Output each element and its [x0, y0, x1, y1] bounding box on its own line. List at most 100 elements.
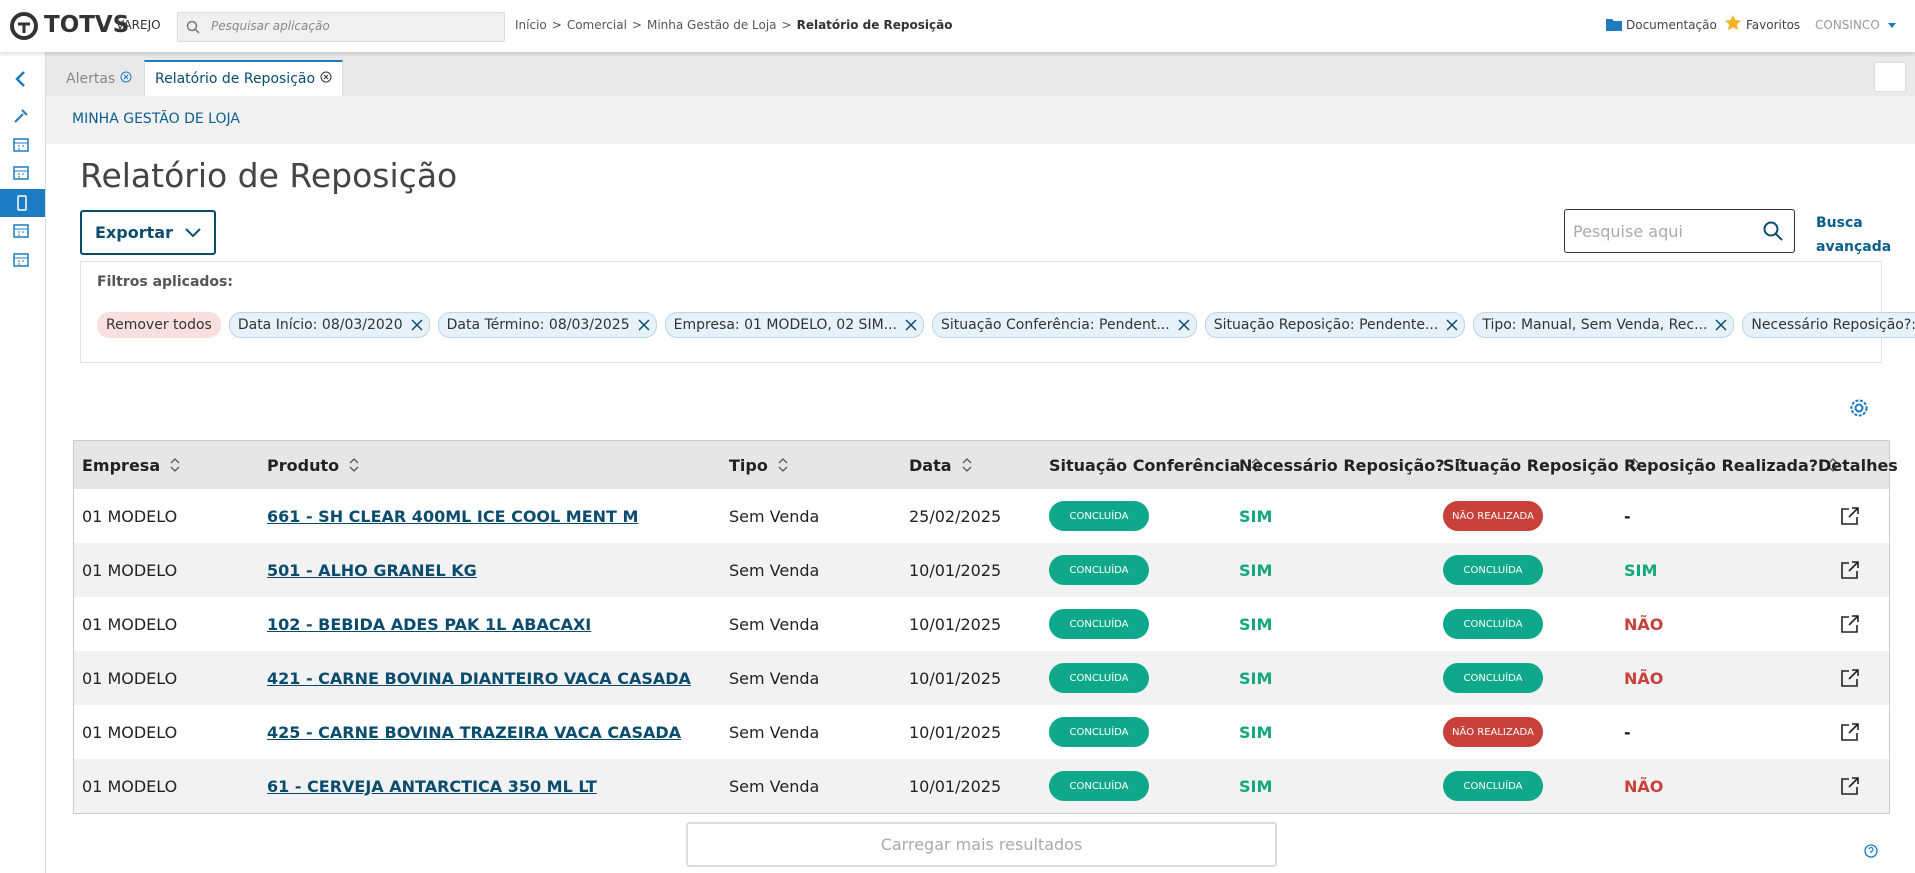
- sort-icon[interactable]: [1251, 458, 1261, 472]
- column-header[interactable]: Produto: [267, 441, 359, 489]
- settings-icon[interactable]: [1848, 397, 1870, 419]
- open-details-icon[interactable]: [1840, 506, 1860, 526]
- app-search[interactable]: Pesquisar aplicação: [177, 12, 505, 42]
- table-cell: SIM: [1239, 489, 1272, 543]
- cell-text: Sem Venda: [729, 614, 820, 634]
- open-details-icon[interactable]: [1840, 722, 1860, 742]
- status-badge: CONCLUÍDA: [1443, 609, 1543, 639]
- table: Empresa Produto Tipo Data Situação Conferênc…: [73, 440, 1898, 814]
- sort-icon[interactable]: [1455, 458, 1465, 472]
- docs-link[interactable]: Documentação: [1626, 18, 1717, 32]
- calendar-icon[interactable]: [13, 252, 29, 268]
- sort-icon[interactable]: [778, 458, 788, 472]
- filter-chip: Necessário Reposição?: Sim: [1742, 312, 1915, 338]
- search-box[interactable]: Pesquise aqui: [1564, 209, 1795, 253]
- table-cell: CONCLUÍDA: [1443, 651, 1543, 705]
- status-badge: CONCLUÍDA: [1049, 717, 1149, 747]
- column-label: Situação Conferência: [1049, 455, 1241, 475]
- table-cell: 01 MODELO: [82, 489, 177, 543]
- tab[interactable]: Alertas: [56, 62, 142, 96]
- column-header[interactable]: Necessário Reposição?: [1239, 441, 1465, 489]
- user-menu[interactable]: CONSINCO: [1815, 18, 1880, 32]
- status-badge: CONCLUÍDA: [1049, 609, 1149, 639]
- favorites-link[interactable]: Favoritos: [1746, 18, 1801, 32]
- open-details-icon[interactable]: [1840, 776, 1860, 796]
- cell-text: 01 MODELO: [82, 560, 178, 580]
- open-details-icon[interactable]: [1840, 560, 1860, 580]
- column-header[interactable]: Situação Reposição: [1443, 441, 1639, 489]
- product-link[interactable]: 501 - ALHO GRANEL KG: [267, 560, 477, 580]
- cell-text: Sem Venda: [729, 668, 820, 688]
- help-icon[interactable]: [1864, 844, 1878, 858]
- filter-chip: Data Término: 08/03/2025: [437, 312, 657, 338]
- close-icon[interactable]: [120, 71, 132, 83]
- advanced-search[interactable]: Busca avançada: [1816, 215, 1892, 255]
- chip-close[interactable]: [905, 319, 917, 331]
- column-header[interactable]: Situação Conferência: [1049, 441, 1261, 489]
- table-cell: 01 MODELO: [82, 705, 177, 759]
- flag-text: -: [1624, 506, 1631, 526]
- table-cell: SIM: [1239, 651, 1272, 705]
- chip-close[interactable]: [1715, 319, 1727, 331]
- table-cell: NÃO REALIZADA: [1443, 705, 1543, 759]
- column-header[interactable]: Tipo: [729, 441, 788, 489]
- export-button[interactable]: Exportar: [80, 210, 216, 255]
- column-header[interactable]: Reposição Realizada?: [1624, 441, 1838, 489]
- table-cell: Sem Venda: [729, 489, 819, 543]
- search-icon: [1763, 221, 1783, 241]
- breadcrumb-item: Relatório de Reposição: [796, 18, 953, 32]
- table-cell: 10/01/2025: [909, 651, 1001, 705]
- table-cell: Sem Venda: [729, 705, 819, 759]
- chip-close[interactable]: [1178, 319, 1190, 331]
- table-cell: 01 MODELO: [82, 651, 177, 705]
- column-label: Data: [909, 455, 952, 475]
- remove-all[interactable]: Remover todos: [97, 312, 221, 338]
- product-link[interactable]: 425 - CARNE BOVINA TRAZEIRA VACA CASADA: [267, 722, 682, 742]
- load-more-button[interactable]: Carregar mais resultados: [686, 822, 1277, 867]
- product-link[interactable]: 661 - SH CLEAR 400ML ICE COOL MENT M: [267, 506, 639, 526]
- sort-icon[interactable]: [349, 458, 359, 472]
- product-link[interactable]: 102 - BEBIDA ADES PAK 1L ABACAXI: [267, 614, 592, 634]
- tabs-menu[interactable]: [1874, 62, 1906, 92]
- tab-label: Alertas: [66, 71, 116, 87]
- column-header[interactable]: Empresa: [82, 441, 180, 489]
- sort-icon[interactable]: [170, 458, 180, 472]
- cell-text: 01 MODELO: [82, 506, 178, 526]
- calendar-icon[interactable]: [13, 137, 29, 153]
- cell-text: 01 MODELO: [82, 722, 178, 742]
- breadcrumb-item[interactable]: Comercial: [566, 18, 627, 32]
- table-header: Empresa Produto Tipo Data Situação Conferênc…: [74, 441, 1898, 489]
- chip-close[interactable]: [411, 319, 423, 331]
- close-icon[interactable]: [320, 71, 332, 83]
- chip-label: Data Término: 08/03/2025: [446, 317, 630, 333]
- tool-icon[interactable]: [13, 108, 29, 124]
- tab-bar: Alertas Relatório de Reposição: [46, 52, 1915, 96]
- cell-text: 25/02/2025: [909, 506, 1002, 526]
- calendar-icon[interactable]: [13, 223, 29, 239]
- sort-icon[interactable]: [962, 458, 972, 472]
- sort-icon[interactable]: [1629, 458, 1639, 472]
- table-cell: SIM: [1239, 759, 1272, 813]
- tab[interactable]: Relatório de Reposição: [144, 60, 343, 96]
- product-link[interactable]: 61 - CERVEJA ANTARCTICA 350 ML LT: [267, 776, 597, 796]
- breadcrumb-separator: >: [551, 18, 562, 32]
- details-cell: [1840, 651, 1860, 705]
- flag-text: NÃO: [1624, 668, 1664, 688]
- chip-close[interactable]: [638, 319, 650, 331]
- open-details-icon[interactable]: [1840, 668, 1860, 688]
- calendar-icon[interactable]: [13, 165, 29, 181]
- open-details-icon[interactable]: [1840, 614, 1860, 634]
- collapse-icon[interactable]: [12, 70, 30, 88]
- chip-close[interactable]: [1446, 319, 1458, 331]
- cell-text: 10/01/2025: [909, 560, 1002, 580]
- chip-label: Tipo: Manual, Sem Venda, Rec...: [1482, 317, 1708, 333]
- sort-icon[interactable]: [1828, 458, 1838, 472]
- cell-text: 10/01/2025: [909, 776, 1002, 796]
- column-header[interactable]: Data: [909, 441, 972, 489]
- active-menu[interactable]: [0, 189, 45, 217]
- product-link[interactable]: 421 - CARNE BOVINA DIANTEIRO VACA CASADA: [267, 668, 691, 688]
- breadcrumb-item[interactable]: Minha Gestão de Loja: [646, 18, 777, 32]
- breadcrumb-item[interactable]: Início: [515, 18, 547, 32]
- chevron: [185, 227, 201, 237]
- table-cell: NÃO: [1624, 759, 1663, 813]
